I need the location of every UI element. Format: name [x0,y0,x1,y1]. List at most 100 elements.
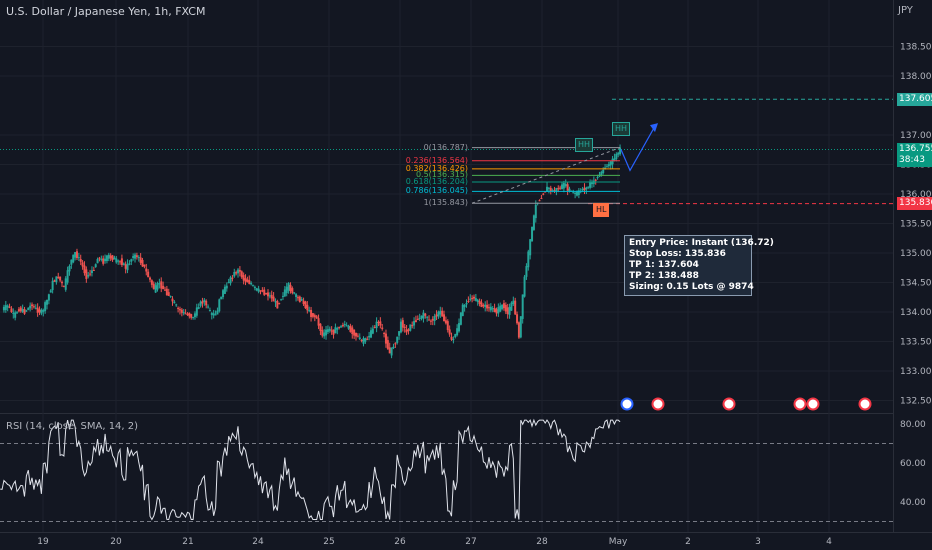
candle-body [454,334,457,338]
candle-body [411,325,414,327]
candle-body [229,277,232,284]
y-tick-label: 137.000 [900,131,932,141]
candle-body [561,184,564,190]
candle-body [60,281,63,284]
candle-body [199,301,202,306]
candle-body [147,271,150,278]
candle-body [34,307,37,309]
candle-body [368,335,371,338]
y-tick-label: 132.500 [900,397,932,407]
candle-body [484,304,487,308]
candle-body [480,302,483,308]
candle-body [162,285,165,290]
candle-body [122,263,125,265]
candle-body [546,186,549,192]
hh-tag-2: HH [612,122,631,136]
candle-body [113,257,116,260]
x-tick-label: 20 [110,537,122,547]
candle-body [40,309,43,314]
candle-body [278,303,281,305]
candle-body [551,190,554,192]
candle-body [360,340,363,342]
candle-body [96,259,99,264]
candle-body [77,257,80,259]
candle-body [85,269,88,279]
candle-body [68,265,71,272]
y-tick-label: 135.000 [900,249,932,259]
current-price-tag: 136.755 38:43 [897,143,932,167]
candle-body [120,258,123,266]
candle-body [252,285,255,287]
candle-body [186,314,189,316]
candle-body [227,282,230,284]
candle-body [340,326,343,328]
rsi-legend[interactable]: RSI (14, close, SMA, 14, 2) [6,421,139,432]
candle-body [21,308,24,312]
candle-body [383,333,386,335]
candle-body [444,320,447,324]
candle-body [431,318,434,321]
candle-body [6,305,9,308]
candle-body [62,286,65,288]
candle-body [547,187,550,189]
candle-body [381,327,384,330]
candle-body [259,290,262,292]
candle-body [64,278,67,290]
candle-body [104,258,107,262]
candle-body [8,306,11,308]
candle-body [214,314,217,316]
candle-body [587,186,590,188]
candle-body [171,298,174,302]
candle-body [193,313,196,318]
candle-body [414,320,417,323]
candle-body [401,320,404,328]
candle-body [285,286,288,294]
candle-body [280,299,283,301]
candle-body [134,254,137,259]
candle-body [422,312,425,319]
candle-body [270,294,273,299]
chart-title: U.S. Dollar / Japanese Yen, 1h, FXCM [6,5,206,18]
candle-body [358,337,361,340]
candle-body [362,338,365,344]
candle-body [2,306,5,311]
candle-body [559,187,562,189]
x-tick-label: 28 [536,537,548,547]
candle-body [308,310,311,312]
candle-body [371,328,374,334]
candle-body [23,309,26,314]
candle-body [416,318,419,320]
candle-body [188,312,191,317]
candle-body [81,262,84,267]
candle-body [557,188,560,190]
candle-body [336,328,339,330]
candle-body [452,339,455,341]
candle-body [274,301,277,303]
bar-countdown: 38:43 [899,155,925,165]
candle-body [281,295,284,297]
candle-body [568,188,571,192]
candle-body [173,301,176,304]
candle-body [443,314,446,322]
candle-body [59,276,62,281]
y-tick-label: 134.000 [900,308,932,318]
candle-body [51,280,54,291]
candle-body [596,176,599,179]
candle-body [364,338,367,342]
candle-body [250,282,253,285]
candle-body [72,254,75,263]
candle-body [326,329,329,333]
x-tick-label: 4 [826,537,832,547]
candle-body [89,273,92,275]
candle-body [439,310,442,315]
target-price-tag: 137.605 [897,93,932,106]
candle-body [534,204,537,219]
candle-body [607,164,610,167]
candle-body [489,306,492,311]
candle-body [619,147,622,155]
candle-body [377,321,380,323]
candle-body [44,302,47,312]
candle-body [145,268,148,272]
candle-body [141,260,144,267]
